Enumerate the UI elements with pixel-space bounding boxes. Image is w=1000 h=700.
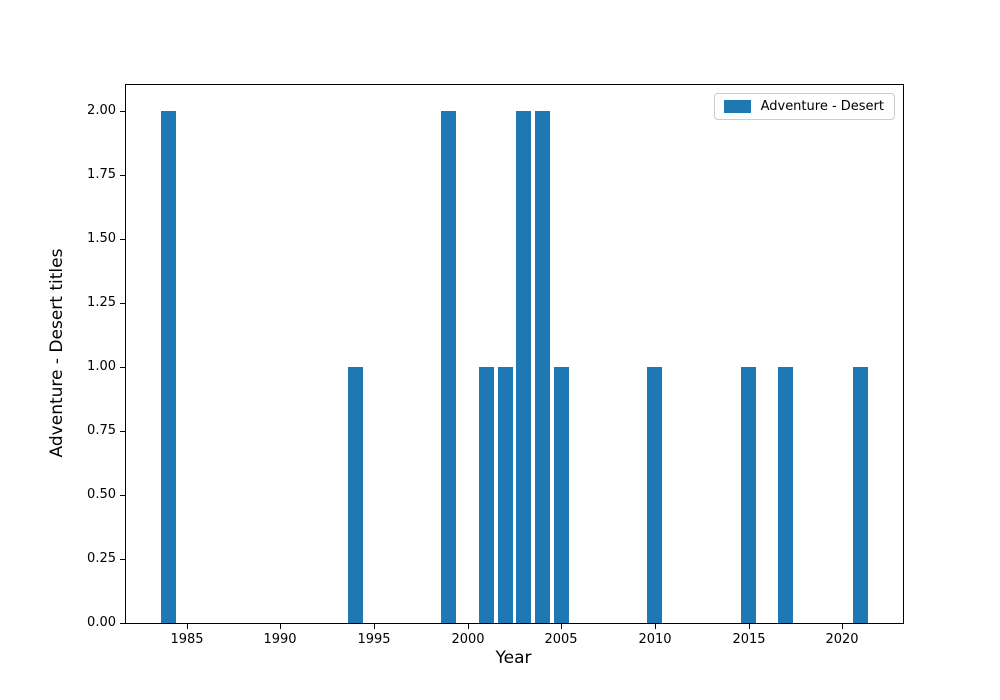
bar-2004 xyxy=(535,111,550,623)
y-tick-mark-1.00 xyxy=(120,367,125,368)
bar-2005 xyxy=(554,367,569,623)
legend-swatch xyxy=(723,100,751,113)
legend-label: Adventure - Desert xyxy=(760,99,884,114)
y-axis-label-text: Adventure - Desert titles xyxy=(47,248,67,458)
bar-2010 xyxy=(647,367,662,623)
y-tick-label-1.00: 1.00 xyxy=(87,359,116,374)
y-tick-label-1.25: 1.25 xyxy=(87,295,116,310)
x-tick-mark-1995 xyxy=(374,624,375,629)
y-tick-mark-0.25 xyxy=(120,559,125,560)
x-tick-mark-2000 xyxy=(468,624,469,629)
x-tick-mark-2010 xyxy=(655,624,656,629)
y-tick-label-2.00: 2.00 xyxy=(87,103,116,118)
bar-2021 xyxy=(853,367,868,623)
bar-1999 xyxy=(441,111,456,623)
y-tick-mark-1.75 xyxy=(120,175,125,176)
y-tick-label-1.75: 1.75 xyxy=(87,167,116,182)
y-tick-label-0.75: 0.75 xyxy=(87,423,116,438)
y-tick-label-0.25: 0.25 xyxy=(87,551,116,566)
y-tick-label-0.50: 0.50 xyxy=(87,487,116,502)
y-tick-mark-0.75 xyxy=(120,431,125,432)
y-tick-label-0.00: 0.00 xyxy=(87,615,116,630)
y-tick-mark-2.00 xyxy=(120,111,125,112)
x-tick-mark-2020 xyxy=(842,624,843,629)
x-tick-label-2010: 2010 xyxy=(638,632,672,647)
y-tick-mark-1.25 xyxy=(120,303,125,304)
x-tick-label-1985: 1985 xyxy=(170,632,204,647)
x-tick-label-2000: 2000 xyxy=(451,632,485,647)
x-tick-label-1990: 1990 xyxy=(263,632,297,647)
x-tick-mark-1985 xyxy=(187,624,188,629)
y-tick-mark-1.50 xyxy=(120,239,125,240)
x-axis-label: Year xyxy=(495,648,532,668)
x-tick-label-2005: 2005 xyxy=(544,632,578,647)
legend: Adventure - Desert xyxy=(713,93,895,120)
bar-2002 xyxy=(498,367,513,623)
bar-2017 xyxy=(778,367,793,623)
bar-2015 xyxy=(741,367,756,623)
x-tick-label-2020: 2020 xyxy=(825,632,859,647)
y-tick-mark-0.50 xyxy=(120,495,125,496)
x-tick-mark-2005 xyxy=(561,624,562,629)
x-tick-label-2015: 2015 xyxy=(732,632,766,647)
y-tick-label-1.50: 1.50 xyxy=(87,231,116,246)
y-tick-mark-0.00 xyxy=(120,623,125,624)
bar-1994 xyxy=(348,367,363,623)
x-tick-label-1995: 1995 xyxy=(357,632,391,647)
bar-2003 xyxy=(516,111,531,623)
plot-area: 1985 1990 1995 2000 2005 2010 2015 2020 0.00 0.2… xyxy=(87,84,904,647)
x-tick-mark-1990 xyxy=(280,624,281,629)
x-tick-mark-2015 xyxy=(749,624,750,629)
bar-2001 xyxy=(479,367,494,623)
bar-1984 xyxy=(161,111,176,623)
